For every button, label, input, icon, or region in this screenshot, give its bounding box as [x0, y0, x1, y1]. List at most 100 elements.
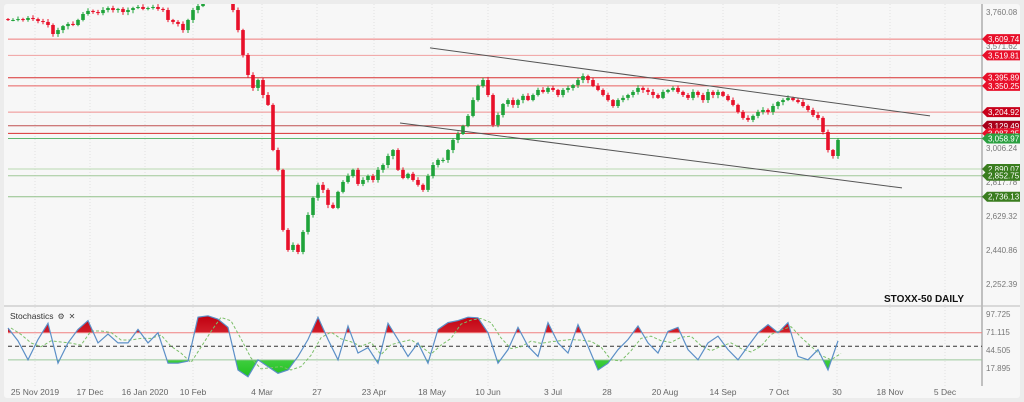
candle-body: [326, 189, 330, 205]
candle-body: [71, 23, 75, 26]
close-icon[interactable]: ✕: [68, 311, 76, 321]
candle-body: [566, 87, 570, 90]
overbought-area: [8, 315, 838, 333]
candle-body: [251, 74, 255, 88]
stoch-d-line: [10, 316, 842, 371]
candle-body: [681, 91, 685, 96]
candle-body: [366, 176, 370, 180]
chart-background: [4, 4, 1020, 398]
stoch-y-tick-label: 17.895: [986, 364, 1011, 373]
x-tick-label: 10 Feb: [180, 387, 207, 397]
candle-body: [801, 102, 805, 107]
candle-body: [371, 176, 375, 180]
candle-body: [616, 100, 620, 107]
candle-body: [76, 19, 80, 26]
level-tag: [982, 80, 1020, 91]
candle-body: [41, 21, 45, 23]
candle-body: [306, 214, 310, 232]
candle-body: [201, 4, 205, 7]
candle-body: [191, 10, 195, 20]
candle-body: [116, 8, 120, 11]
candle-body: [56, 30, 60, 35]
candle-body: [546, 87, 550, 92]
candle-body: [716, 91, 720, 96]
candle-body: [261, 80, 265, 96]
candle-body: [66, 23, 70, 27]
candle-body: [46, 21, 50, 26]
candle-body: [531, 95, 535, 101]
x-tick-label: 10 Jun: [475, 387, 501, 397]
candle-body: [171, 19, 175, 22]
candle-body: [206, 0, 210, 2]
candle-body: [701, 95, 705, 101]
candle-body: [231, 4, 235, 11]
candle-body: [271, 104, 275, 151]
candle-body: [106, 8, 110, 11]
level-tag-label: 2,852.75: [988, 172, 1020, 181]
candle-body: [461, 126, 465, 134]
candle-body: [526, 95, 530, 101]
x-tick-label: 23 Apr: [362, 387, 387, 397]
candle-body: [521, 95, 525, 101]
candle-body: [356, 169, 360, 184]
candle-body: [651, 91, 655, 96]
candle-body: [476, 85, 480, 101]
stoch-y-tick-label: 71.115: [986, 328, 1010, 337]
candle-body: [276, 150, 280, 170]
candle-body: [336, 191, 340, 208]
candle-body: [256, 80, 260, 88]
candle-body: [746, 117, 750, 120]
candle-body: [91, 10, 95, 13]
candle-body: [561, 89, 565, 96]
x-tick-label: 16 Jan 2020: [122, 387, 169, 397]
candle-body: [296, 244, 300, 252]
y-tick-label: 3,006.24: [986, 144, 1018, 153]
candle-body: [666, 89, 670, 92]
candle-body: [266, 95, 270, 105]
candle-body: [121, 8, 125, 13]
candle-body: [806, 106, 810, 110]
candle-body: [766, 109, 770, 112]
x-tick-label: 20 Aug: [652, 387, 679, 397]
candle-body: [551, 87, 555, 90]
candle-body: [16, 19, 20, 21]
candle-body: [341, 181, 345, 192]
candle-body: [146, 8, 150, 10]
candle-body: [186, 19, 190, 31]
candle-body: [111, 8, 115, 11]
candle-body: [731, 100, 735, 105]
x-tick-label: 17 Dec: [77, 387, 105, 397]
candle-body: [796, 100, 800, 103]
candle-body: [151, 6, 155, 9]
level-tag-label: 3,609.74: [988, 35, 1020, 44]
candle-body: [411, 173, 415, 180]
candle-body: [836, 139, 840, 156]
candle-body: [486, 80, 490, 96]
candle-body: [541, 89, 545, 92]
candle-body: [576, 80, 580, 86]
y-tick-label: 2,252.39: [986, 280, 1018, 289]
candle-body: [756, 111, 760, 116]
candle-body: [481, 80, 485, 86]
level-tag-label: 3,204.92: [988, 108, 1020, 117]
stochastics-name: Stochastics: [10, 311, 54, 321]
level-tag-label: 3,058.97: [988, 134, 1020, 143]
candle-body: [156, 6, 160, 9]
stoch-y-tick-label: 44.505: [986, 346, 1011, 355]
candle-body: [311, 197, 315, 215]
x-tick-label: 25 Nov 2019: [11, 387, 59, 397]
candle-body: [501, 104, 505, 116]
candle-body: [141, 6, 145, 9]
candle-body: [511, 100, 515, 105]
candle-body: [586, 76, 590, 81]
candle-body: [646, 89, 650, 92]
candle-body: [631, 91, 635, 96]
candle-body: [516, 100, 520, 105]
candle-body: [26, 17, 30, 20]
candle-body: [581, 76, 585, 81]
x-tick-label: 18 May: [418, 387, 447, 397]
candle-body: [696, 91, 700, 96]
settings-icon[interactable]: ⚙: [57, 311, 65, 321]
candle-body: [456, 133, 460, 140]
